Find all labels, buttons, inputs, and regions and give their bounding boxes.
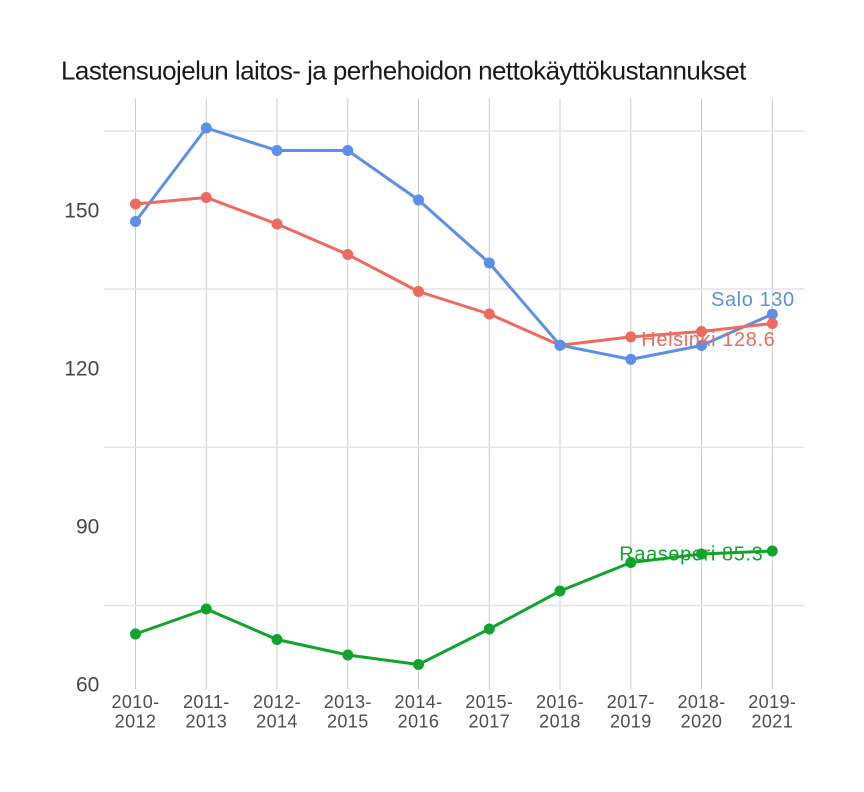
svg-text:2013-: 2013-	[324, 692, 372, 712]
svg-text:2016: 2016	[398, 711, 440, 731]
svg-text:2011-: 2011-	[183, 692, 230, 712]
svg-text:2015: 2015	[327, 711, 369, 731]
svg-text:2017: 2017	[468, 711, 510, 731]
svg-text:2016-: 2016-	[536, 692, 584, 712]
svg-text:2012: 2012	[115, 711, 157, 731]
svg-text:Salo 130: Salo 130	[711, 289, 795, 311]
svg-text:2013: 2013	[185, 711, 227, 731]
svg-text:60: 60	[76, 674, 99, 697]
svg-text:2020: 2020	[681, 711, 723, 731]
svg-text:120: 120	[64, 358, 99, 381]
svg-text:2010-: 2010-	[111, 692, 159, 712]
svg-text:2017-: 2017-	[607, 692, 655, 712]
svg-text:Lastensuojelun laitos- ja perh: Lastensuojelun laitos- ja perhehoidon ne…	[61, 56, 747, 86]
svg-text:2021: 2021	[751, 711, 793, 731]
svg-text:150: 150	[64, 200, 99, 223]
svg-text:Helsinki 128.6: Helsinki 128.6	[641, 329, 775, 351]
svg-text:2019-: 2019-	[748, 692, 796, 712]
svg-text:2018: 2018	[539, 711, 581, 731]
svg-text:2015-: 2015-	[465, 692, 513, 712]
svg-text:2014: 2014	[256, 711, 298, 731]
svg-text:2018-: 2018-	[677, 692, 725, 712]
svg-text:2014-: 2014-	[394, 692, 442, 712]
svg-text:2019: 2019	[610, 711, 652, 731]
svg-text:2012-: 2012-	[253, 692, 301, 712]
svg-text:90: 90	[76, 516, 99, 539]
